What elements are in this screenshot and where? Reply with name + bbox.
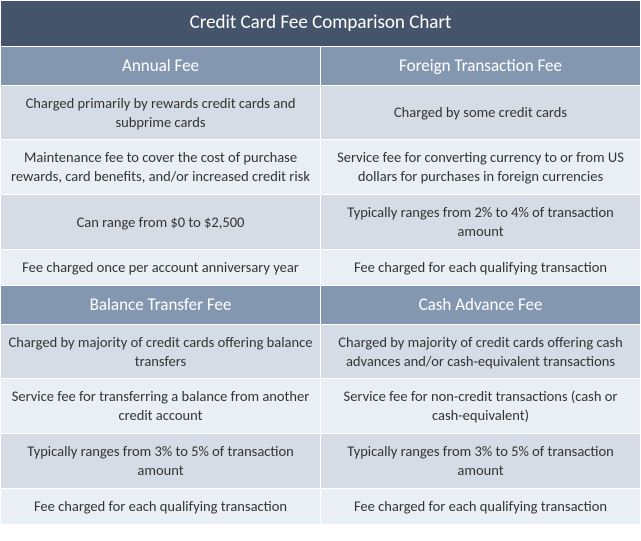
cash-advance-fee-header: Cash Advance Fee bbox=[321, 285, 641, 324]
fee-comparison-table: Credit Card Fee Comparison Chart Annual … bbox=[0, 0, 641, 525]
cell-right: Charged by majority of credit cards offe… bbox=[321, 324, 641, 379]
cell-left: Fee charged once per account anniversary… bbox=[1, 249, 321, 285]
cell-left: Service fee for transferring a balance f… bbox=[1, 379, 321, 434]
cell-right: Typically ranges from 2% to 4% of transa… bbox=[321, 195, 641, 250]
title-row: Credit Card Fee Comparison Chart bbox=[1, 1, 641, 47]
table-row: Service fee for transferring a balance f… bbox=[1, 379, 641, 434]
chart-title: Credit Card Fee Comparison Chart bbox=[1, 1, 641, 47]
cell-right: Fee charged for each qualifying transact… bbox=[321, 488, 641, 524]
cell-right: Service fee for converting currency to o… bbox=[321, 140, 641, 195]
table-row: Can range from $0 to $2,500 Typically ra… bbox=[1, 195, 641, 250]
table-row: Charged primarily by rewards credit card… bbox=[1, 85, 641, 140]
section-header-row: Annual Fee Foreign Transaction Fee bbox=[1, 46, 641, 85]
cell-left: Charged primarily by rewards credit card… bbox=[1, 85, 321, 140]
table-row: Charged by majority of credit cards offe… bbox=[1, 324, 641, 379]
cell-left: Fee charged for each qualifying transact… bbox=[1, 488, 321, 524]
cell-right: Service fee for non-credit transactions … bbox=[321, 379, 641, 434]
table-row: Fee charged for each qualifying transact… bbox=[1, 488, 641, 524]
table-row: Typically ranges from 3% to 5% of transa… bbox=[1, 434, 641, 489]
cell-left: Charged by majority of credit cards offe… bbox=[1, 324, 321, 379]
cell-right: Typically ranges from 3% to 5% of transa… bbox=[321, 434, 641, 489]
section-header-row: Balance Transfer Fee Cash Advance Fee bbox=[1, 285, 641, 324]
cell-left: Maintenance fee to cover the cost of pur… bbox=[1, 140, 321, 195]
foreign-transaction-fee-header: Foreign Transaction Fee bbox=[321, 46, 641, 85]
balance-transfer-fee-header: Balance Transfer Fee bbox=[1, 285, 321, 324]
cell-left: Typically ranges from 3% to 5% of transa… bbox=[1, 434, 321, 489]
cell-right: Charged by some credit cards bbox=[321, 85, 641, 140]
cell-left: Can range from $0 to $2,500 bbox=[1, 195, 321, 250]
table-row: Fee charged once per account anniversary… bbox=[1, 249, 641, 285]
annual-fee-header: Annual Fee bbox=[1, 46, 321, 85]
cell-right: Fee charged for each qualifying transact… bbox=[321, 249, 641, 285]
table-row: Maintenance fee to cover the cost of pur… bbox=[1, 140, 641, 195]
